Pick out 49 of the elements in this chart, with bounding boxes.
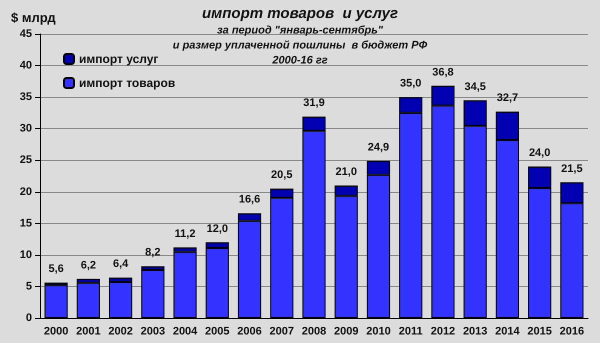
total-label: 24,9 [368, 141, 390, 154]
total-label: 32,7 [496, 92, 518, 104]
total-label: 35,0 [400, 78, 422, 90]
total-label: 31,9 [303, 97, 325, 110]
x-tick-label: 2009 [334, 326, 358, 338]
legend-label: импорт услуг [79, 52, 158, 66]
total-label: 21,5 [561, 162, 583, 175]
total-label: 5,6 [48, 263, 64, 276]
text: за период "январь-сентябрь" и размер уплаченной пошлины в бюджет РФ 2000-16 гг [172, 24, 428, 66]
legend-label: импорт товаров [79, 76, 176, 90]
total-label: 36,8 [432, 66, 454, 78]
x-tick-label: 2000 [44, 326, 68, 338]
total-label: 12,0 [206, 222, 228, 235]
x-tick-label: 2007 [270, 326, 294, 338]
total-label: 6,2 [80, 259, 96, 272]
x-tick-label: 2008 [302, 326, 326, 338]
y-tick-label: 5 [26, 280, 32, 292]
total-label: 8,2 [145, 246, 160, 259]
x-tick-label: 2015 [527, 326, 552, 338]
total-label: 11,2 [174, 228, 196, 240]
y-tick-label: 40 [20, 60, 32, 72]
total-label: 24,0 [528, 147, 550, 160]
x-tick-label: 2011 [398, 326, 423, 338]
y-tick-label: 10 [20, 248, 32, 261]
x-tick-label: 2002 [108, 326, 133, 338]
x-tick-label: 2012 [430, 326, 456, 338]
total-label: 34,5 [464, 80, 486, 93]
x-tick-label: 2010 [366, 326, 391, 338]
total-label: 6,4 [112, 258, 130, 270]
x-tick-label: 2001 [76, 326, 101, 338]
y-tick-label: 45 [20, 28, 32, 40]
x-tick-label: 2004 [172, 326, 198, 338]
y-tick-label: 30 [20, 122, 32, 135]
y-tick-label: 0 [26, 312, 32, 324]
x-tick-label: 2003 [140, 326, 166, 338]
y-tick-label: 15 [20, 217, 32, 230]
x-tick-label: 2005 [205, 326, 230, 338]
y-tick-label: 25 [20, 154, 32, 166]
x-tick-label: 2013 [462, 326, 488, 338]
total-label: 21,0 [336, 166, 357, 178]
x-tick-label: 2014 [495, 326, 521, 338]
y-tick-label: 20 [20, 186, 32, 198]
y-axis-title: $ млрд [11, 10, 56, 25]
chart-title: импорт товаров и услуг [202, 5, 398, 22]
y-tick-label: 35 [20, 91, 32, 104]
x-tick-label: 2016 [560, 326, 584, 338]
total-label: 20,5 [271, 169, 292, 182]
total-label: 16,6 [238, 194, 260, 206]
x-tick-label: 2006 [237, 326, 262, 338]
